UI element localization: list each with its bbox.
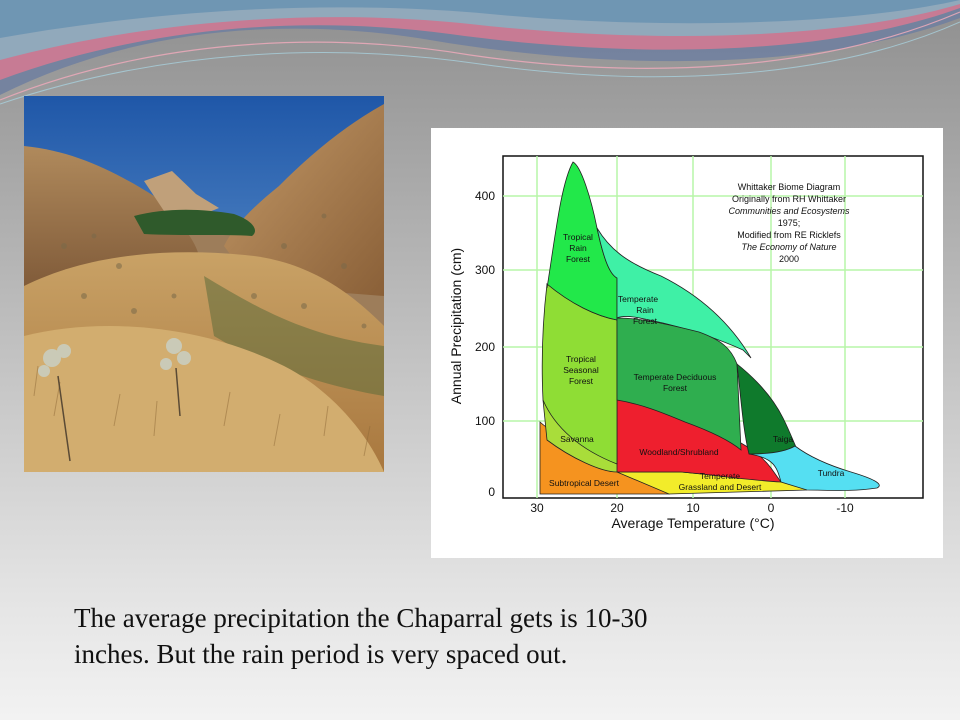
- tropical-rain-forest-label: Tropical: [563, 232, 593, 242]
- y-tick-label: 300: [475, 263, 495, 277]
- woodland-shrubland-label: Woodland/Shrubland: [639, 447, 719, 457]
- tundra-region: [748, 445, 880, 491]
- x-axis-title: Average Temperature (°C): [611, 515, 774, 531]
- x-tick-label: 30: [530, 501, 544, 515]
- tropical-rain-forest-label: Forest: [566, 254, 591, 264]
- temperate-deciduous-forest-label: Temperate Deciduous: [634, 372, 717, 382]
- y-tick-label: 200: [475, 340, 495, 354]
- x-tick-label: 20: [610, 501, 624, 515]
- x-tick-label: 0: [768, 501, 775, 515]
- tropical-rain-forest-region: [546, 161, 618, 321]
- y-axis-title: Annual Precipitation (cm): [448, 248, 464, 404]
- tropical-seasonal-forest-label: Tropical: [566, 354, 596, 364]
- x-tick-label: -10: [836, 501, 854, 515]
- slide-caption: The average precipitation the Chaparral …: [74, 600, 874, 672]
- temperate-grassland-label: Grassland and Desert: [679, 482, 762, 492]
- savanna-label: Savanna: [560, 434, 594, 444]
- tropical-seasonal-forest-label: Seasonal: [563, 365, 599, 375]
- subtropical-desert-label: Subtropical Desert: [549, 478, 620, 488]
- temperate-rain-forest-label: Rain: [636, 305, 654, 315]
- temperate-rain-forest-label: Forest: [633, 316, 658, 326]
- temperate-deciduous-forest-label: Forest: [663, 383, 688, 393]
- top-wave-decoration: [0, 0, 960, 105]
- temperate-deciduous-forest-region: [616, 317, 742, 451]
- x-axis-ticks: 30 20 10 0 -10: [530, 501, 854, 515]
- x-tick-label: 10: [686, 501, 700, 515]
- temperate-grassland-label: Temperate: [700, 471, 740, 481]
- y-axis-ticks: 400 300 200 100 0: [475, 189, 495, 499]
- y-tick-label: 0: [488, 485, 495, 499]
- credit-line: Originally from RH Whittaker: [732, 194, 846, 204]
- credit-line: 1975;: [778, 218, 801, 228]
- temperate-rain-forest-label: Temperate: [618, 294, 658, 304]
- tropical-rain-forest-label: Rain: [569, 243, 587, 253]
- credit-line: Whittaker Biome Diagram: [738, 182, 841, 192]
- taiga-label: Taiga: [773, 434, 794, 444]
- whittaker-biome-diagram: 400 300 200 100 0 30 20 10 0 -10 Average…: [431, 128, 943, 558]
- caption-line: inches. But the rain period is very spac…: [74, 639, 568, 669]
- temperate-rain-forest-region: [596, 227, 752, 359]
- tropical-seasonal-forest-label: Forest: [569, 376, 594, 386]
- credit-line: Communities and Ecosystems: [728, 206, 850, 216]
- y-tick-label: 400: [475, 189, 495, 203]
- chaparral-landscape-photo: [24, 96, 384, 472]
- credit-line: The Economy of Nature: [741, 242, 836, 252]
- diagram-credit: Whittaker Biome Diagram Originally from …: [728, 182, 850, 264]
- caption-line: The average precipitation the Chaparral …: [74, 603, 648, 633]
- tundra-label: Tundra: [818, 468, 845, 478]
- y-tick-label: 100: [475, 414, 495, 428]
- credit-line: Modified from RE Ricklefs: [737, 230, 841, 240]
- credit-line: 2000: [779, 254, 799, 264]
